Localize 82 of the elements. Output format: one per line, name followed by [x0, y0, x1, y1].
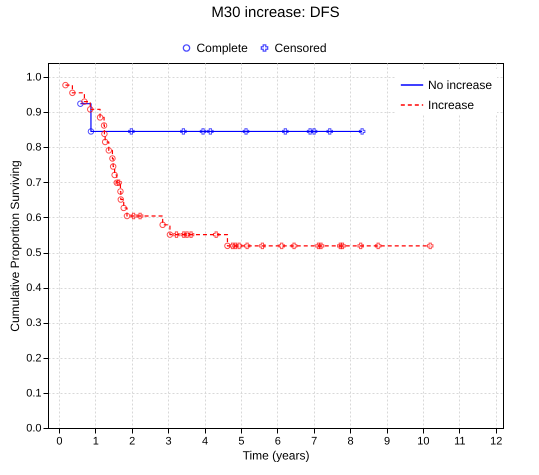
point	[374, 242, 382, 250]
point	[128, 128, 135, 135]
point	[101, 130, 108, 138]
legend-label: Censored	[274, 41, 327, 55]
point	[62, 82, 69, 88]
y-tick-label: 0.8	[26, 142, 42, 154]
y-tick-label: 0.1	[26, 387, 42, 400]
x-tick-label: 8	[348, 436, 354, 448]
y-tick-label: 0.2	[26, 352, 42, 364]
point	[188, 231, 194, 238]
point	[180, 128, 187, 135]
x-tick-label: 1	[92, 436, 99, 448]
x-tick-label: 10	[417, 436, 430, 448]
point	[200, 128, 206, 135]
point	[124, 212, 130, 220]
point	[282, 128, 289, 135]
y-tick-label: 0.4	[26, 282, 42, 294]
x-tick-label: 9	[384, 436, 390, 448]
point	[117, 188, 124, 195]
x-tick-label: 3	[166, 436, 172, 448]
point	[96, 114, 104, 121]
point	[339, 242, 346, 250]
legend-label: Increase	[428, 98, 474, 112]
x-axis-title: Time (years)	[242, 448, 310, 462]
point	[358, 128, 366, 135]
x-tick-label: 6	[274, 436, 281, 448]
point	[180, 231, 188, 238]
y-tick-label: 0.3	[26, 317, 42, 330]
point	[166, 231, 174, 238]
point	[102, 138, 108, 146]
point	[136, 212, 144, 220]
point	[310, 128, 318, 135]
point	[242, 128, 250, 135]
x-tick-label: 11	[454, 436, 466, 448]
y-axis-title: Cumulative Proportion Surviving	[8, 160, 22, 332]
point	[259, 242, 266, 250]
point	[207, 128, 214, 135]
x-tick-label: 2	[129, 436, 136, 448]
point	[184, 231, 190, 238]
y-tick-label: 0.6	[26, 212, 42, 224]
x-tick-label: 12	[490, 436, 502, 448]
point	[111, 172, 118, 178]
point	[173, 231, 180, 238]
point	[232, 242, 239, 250]
point	[278, 242, 285, 250]
point	[130, 212, 137, 220]
x-tick-label: 4	[202, 436, 208, 448]
point	[290, 242, 298, 250]
y-tick-label: 1.0	[26, 72, 42, 84]
point	[326, 128, 333, 135]
x-tick-label: 0	[56, 436, 62, 448]
point	[110, 163, 116, 170]
y-tick-label: 0.5	[26, 247, 42, 260]
y-tick-label: 0.7	[26, 176, 42, 189]
x-tick-label: 7	[311, 436, 318, 448]
point	[426, 242, 434, 250]
point	[236, 242, 242, 250]
point	[212, 231, 220, 238]
point	[224, 242, 231, 250]
legend-label: No increase	[428, 78, 492, 92]
point	[357, 242, 364, 250]
point	[100, 122, 108, 129]
point	[86, 106, 94, 113]
point	[106, 147, 112, 154]
point	[118, 196, 124, 203]
point	[229, 242, 236, 250]
point	[315, 242, 322, 250]
point	[337, 242, 344, 250]
y-tick-label: 0.0	[26, 422, 42, 434]
point	[318, 242, 324, 250]
legend-label: Complete	[196, 41, 248, 55]
chart-title: M30 increase: DFS	[211, 4, 340, 21]
point	[109, 155, 116, 162]
x-tick-label: 5	[238, 436, 244, 448]
point	[306, 128, 314, 135]
point	[120, 204, 127, 212]
point	[81, 98, 88, 105]
y-tick-label: 0.9	[26, 106, 42, 119]
point	[244, 242, 250, 250]
point	[88, 128, 94, 135]
point	[159, 222, 166, 228]
point	[69, 90, 76, 96]
